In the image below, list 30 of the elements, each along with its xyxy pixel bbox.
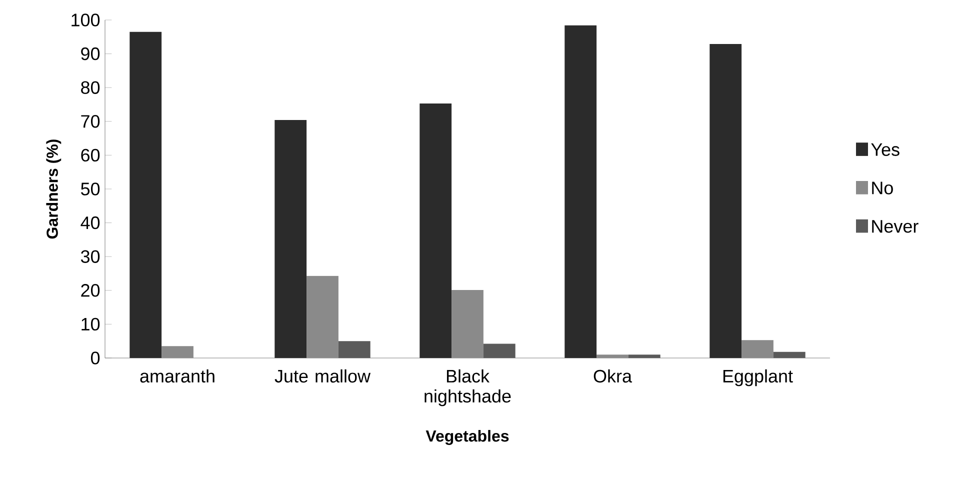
bar [710, 44, 742, 358]
y-tick-label: 100 [72, 14, 100, 26]
legend-label: Yes [871, 143, 900, 156]
y-tick-label: 30 [80, 250, 100, 263]
x-tick-label: Eggplant [723, 369, 793, 386]
y-tick-label: 0 [90, 352, 100, 364]
bar [483, 344, 516, 358]
y-tick-label: 40 [80, 216, 100, 230]
y-tick-label: 10 [82, 318, 100, 331]
y-tick-label: 60 [81, 148, 100, 162]
y-tick-label: 70 [81, 115, 100, 128]
y-axis-title: Gardners (%) [46, 140, 62, 239]
y-tick-label: 50 [80, 182, 100, 196]
bar [130, 32, 162, 358]
x-tick-label: amaranth [140, 369, 214, 383]
legend-label: No [872, 182, 893, 194]
bar [628, 354, 660, 358]
x-tick-label: Black nightshade [424, 369, 511, 406]
bar [773, 352, 806, 358]
bar [564, 25, 597, 358]
legend-label: Never [872, 220, 918, 233]
x-axis-title: Vegetables [426, 430, 509, 445]
x-tick-label: Jute mallow [274, 369, 371, 383]
x-tick-label: Okra [594, 369, 632, 383]
y-tick-label: 80 [81, 81, 100, 94]
y-tick-label: 90 [81, 47, 100, 60]
y-tick-label: 20 [81, 284, 100, 297]
bar [420, 103, 452, 358]
bar [338, 341, 370, 358]
bar [274, 120, 307, 358]
